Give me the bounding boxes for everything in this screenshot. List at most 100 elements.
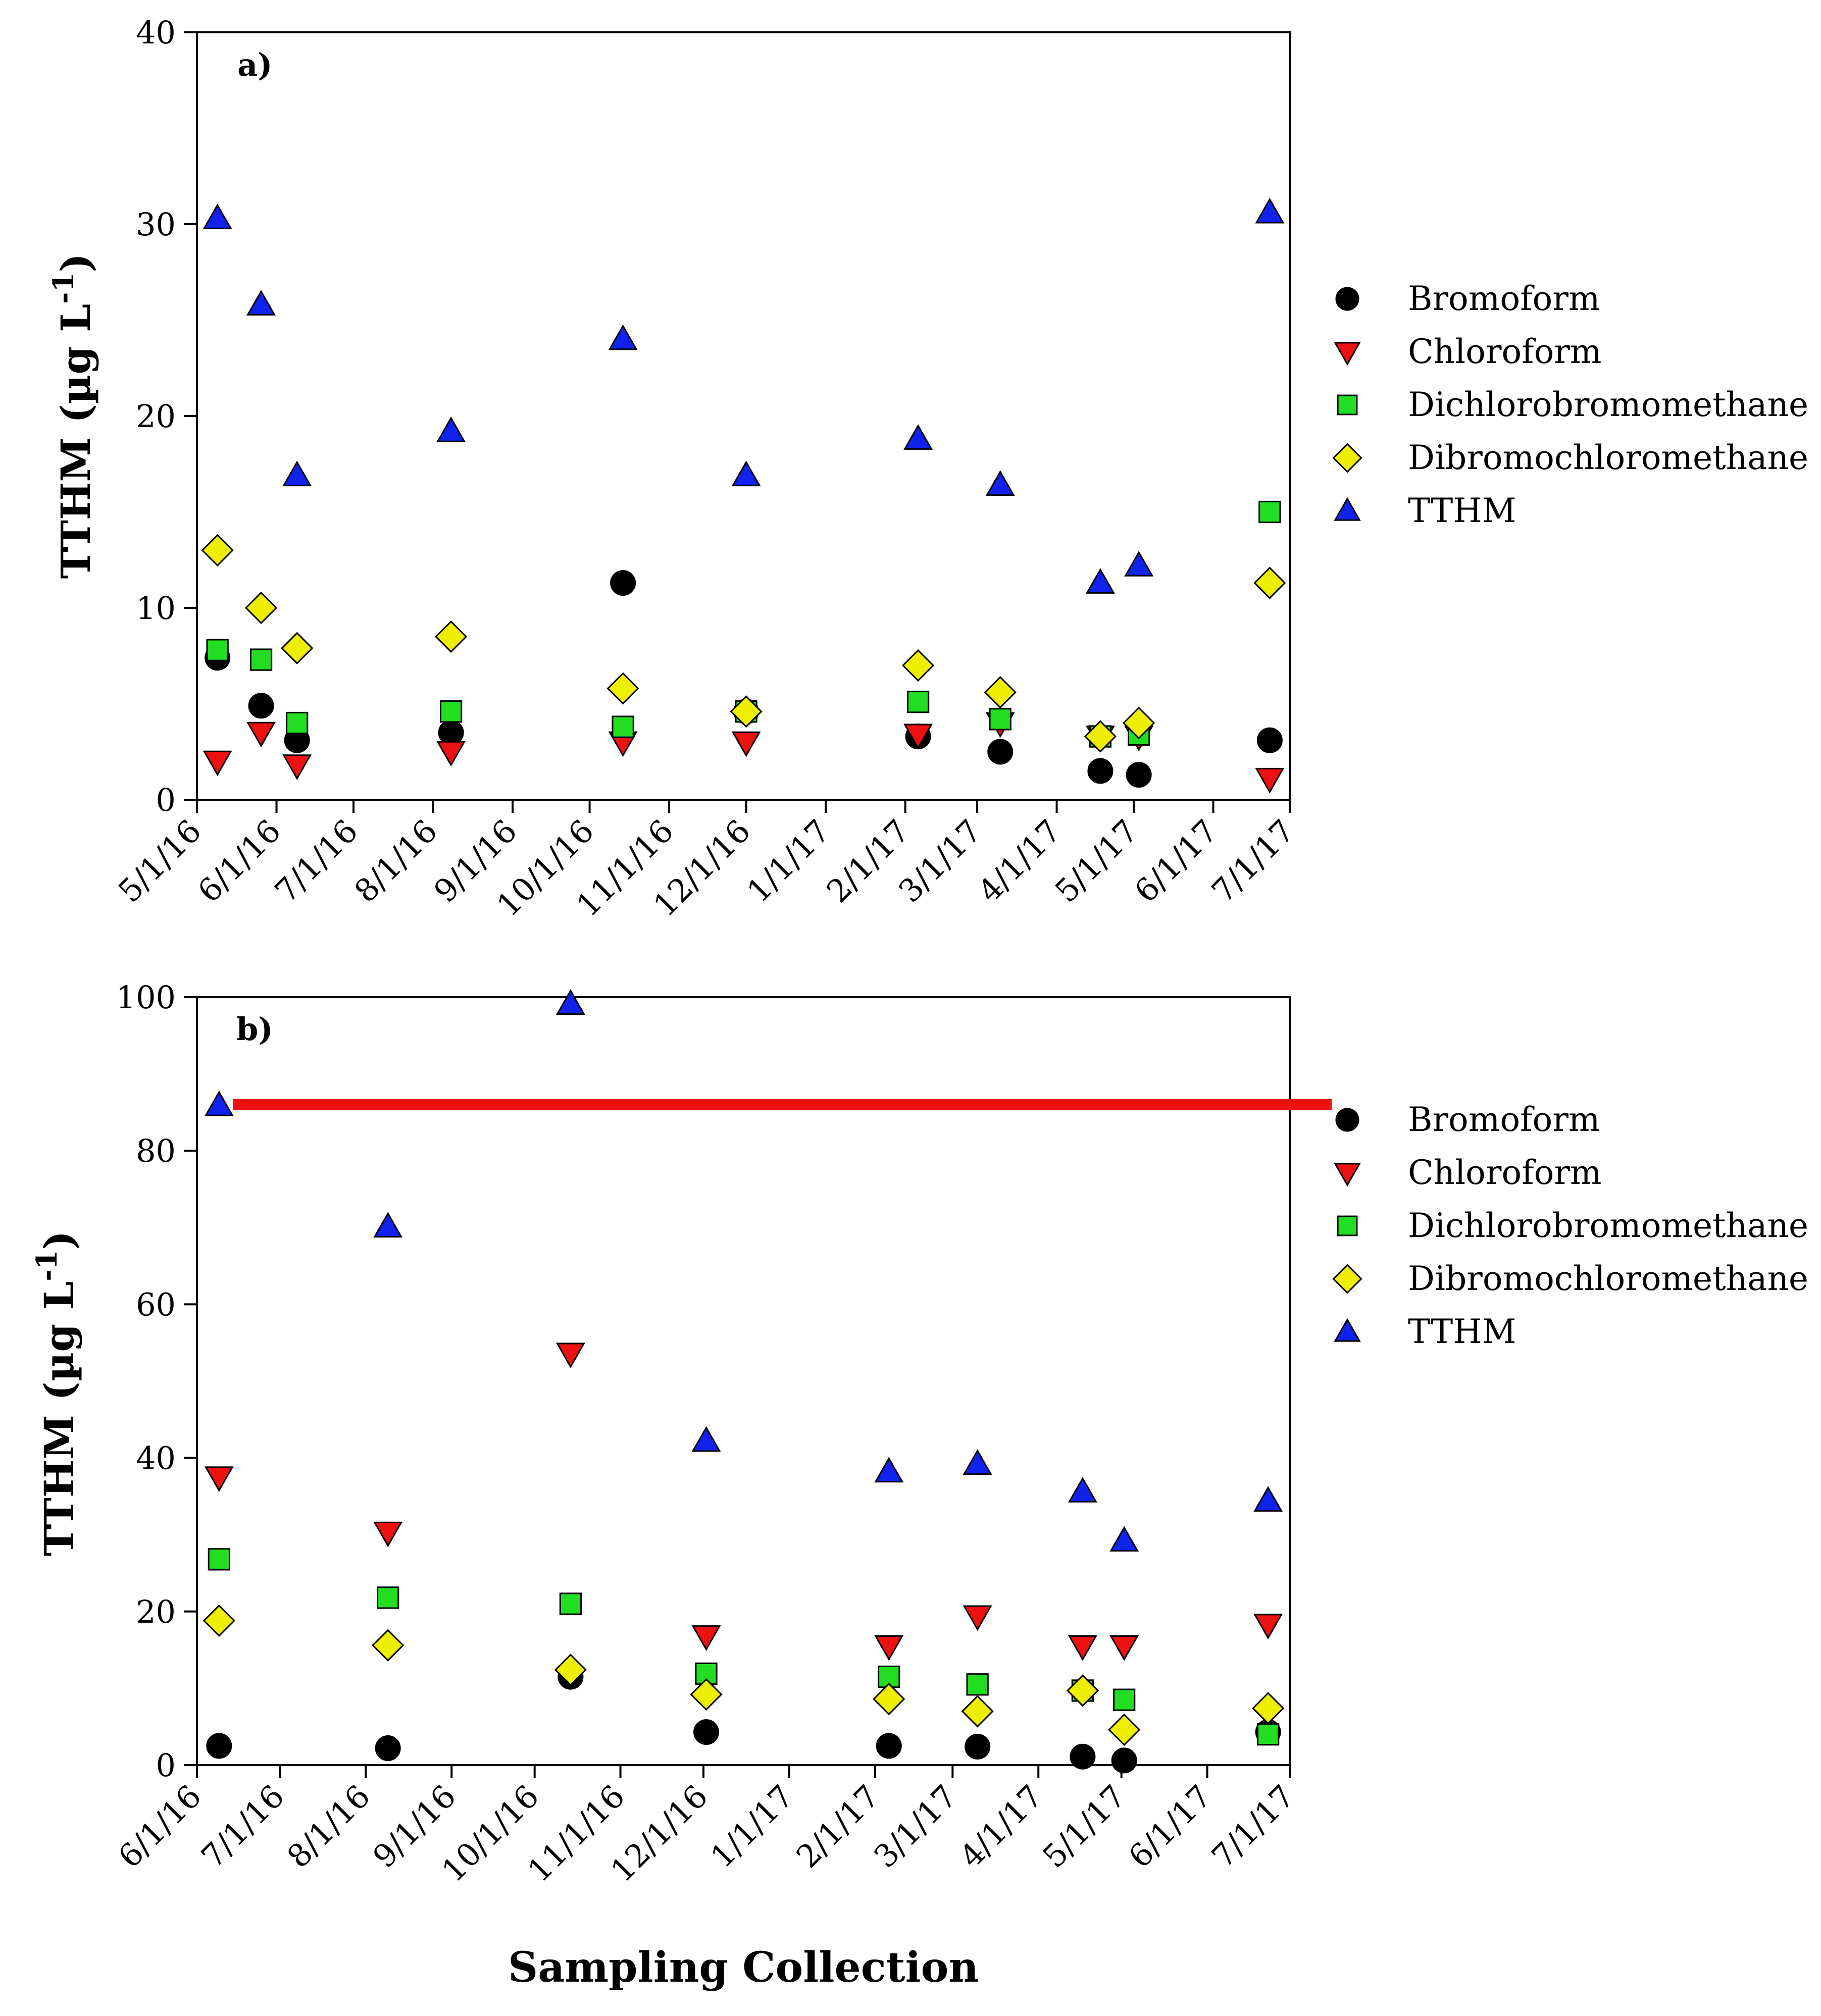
a-point-bromoform [987,739,1014,765]
a-point-tthm [985,470,1015,496]
b-point-tthm [373,1212,403,1238]
a-point-tthm [1085,568,1115,594]
a-series-dibromochloromethane [201,534,1286,753]
a-point-dibromochloromethane [435,620,468,653]
a-legend-marker-tthm [1334,497,1361,521]
a-point-chloroform [1255,767,1285,794]
b-point-dichlorobromomethane [208,1548,230,1571]
a-y-tick-label: 0 [156,782,176,818]
a-point-dibromochloromethane [984,676,1017,709]
b-legend-marker-dibromochloromethane [1332,1264,1362,1294]
a-y-tick-label: 10 [136,590,176,627]
b-point-tthm [691,1426,721,1452]
a-point-bromoform [248,693,274,719]
b-legend-label: Dibromochloromethane [1408,1259,1808,1298]
b-legend-label: TTHM [1408,1312,1516,1351]
a-point-dibromochloromethane [201,534,234,567]
panel-b-y-axis-title-main: TTHM (µg L [35,1281,83,1557]
a-point-chloroform [282,754,312,781]
a-point-tthm [731,460,761,487]
a-point-tthm [246,290,276,316]
b-point-tthm [204,1091,234,1116]
a-point-dibromochloromethane [1123,706,1155,740]
a-legend-label: Chloroform [1408,332,1601,371]
b-point-tthm [874,1457,904,1483]
b-y-tick-label: 100 [116,979,176,1016]
a-y-tick-label: 20 [136,398,176,435]
b-point-chloroform [1068,1635,1097,1661]
b-legend-marker-dichlorobromomethane [1337,1215,1358,1236]
b-y-tick-label: 60 [136,1286,176,1323]
b-point-dibromochloromethane [1108,1713,1141,1746]
a-point-tthm [1124,550,1154,577]
a-legend-label: Dibromochloromethane [1408,438,1808,477]
a-point-dichlorobromomethane [906,691,930,713]
b-point-dibromochloromethane [1066,1674,1099,1707]
b-series-dibromochloromethane [203,1604,1285,1746]
a-point-bromoform [1126,762,1152,788]
a-point-tthm [903,424,933,450]
b-point-chloroform [373,1521,403,1547]
panel-a-data-marks [201,197,1286,794]
a-point-tthm [282,460,312,487]
b-point-chloroform [1109,1635,1139,1661]
b-point-chloroform [1253,1614,1283,1640]
panel-a-y-axis-title: TTHM (µg L-1) [47,253,99,579]
a-point-dichlorobromomethane [1258,500,1281,524]
b-point-bromoform [206,1733,232,1759]
b-y-tick-label: 80 [136,1132,176,1169]
panel-a-y-axis: 0 10 20 30 40 [136,14,197,818]
a-legend-label: Dichlorobromomethane [1408,385,1808,424]
b-point-tthm [963,1449,992,1475]
a-point-dibromochloromethane [1253,566,1286,599]
b-point-dichlorobromomethane [1257,1723,1280,1746]
panel-b-data-marks [203,989,1285,1774]
b-point-tthm [1109,1526,1139,1552]
x-axis-title: Sampling Collection [508,1943,979,1992]
b-y-tick-label: 40 [136,1440,176,1477]
a-point-dichlorobromomethane [286,711,309,735]
a-point-chloroform [203,750,232,777]
a-point-chloroform [246,721,276,748]
b-point-dibromochloromethane [961,1695,994,1728]
a-point-dichlorobromomethane [989,708,1011,731]
b-legend-label: Dichlorobromomethane [1408,1206,1808,1245]
b-point-dibromochloromethane [554,1653,587,1686]
b-point-chloroform [204,1466,234,1492]
a-point-dibromochloromethane [281,632,314,664]
a-legend-marker-bromoform [1335,287,1359,311]
b-point-dichlorobromomethane [377,1586,399,1609]
a-point-tthm [1255,197,1285,224]
panel-a-y-axis-title-main: TTHM (µg L [52,304,99,579]
b-point-dibromochloromethane [372,1629,404,1662]
a-point-tthm [608,324,638,350]
b-series-tthm [204,989,1283,1552]
b-point-bromoform [1070,1743,1096,1770]
a-y-tick-label: 30 [136,206,176,243]
a-point-dichlorobromomethane [206,639,229,661]
a-point-tthm [203,203,232,229]
b-legend-label: Bromoform [1408,1100,1600,1139]
b-point-dichlorobromomethane [966,1673,989,1696]
b-point-bromoform [965,1733,991,1760]
panel-a-legend: Bromoform Chloroform Dichlorobromomethane D… [1332,279,1808,530]
panel-b-y-axis: 0 20 40 60 80 100 [116,979,197,1784]
b-point-dibromochloromethane [203,1604,235,1637]
b-point-bromoform [375,1735,401,1762]
b-legend-marker-bromoform [1335,1108,1359,1132]
b-point-dibromochloromethane [873,1683,905,1716]
b-point-chloroform [691,1625,721,1651]
b-legend-label: Chloroform [1408,1153,1601,1192]
b-point-dibromochloromethane [690,1678,723,1711]
a-point-dichlorobromomethane [439,700,463,723]
a-point-dibromochloromethane [730,695,763,728]
b-point-dichlorobromomethane [695,1662,718,1685]
panel-b-legend: Bromoform Chloroform Dichlorobromomethane D… [1332,1100,1808,1351]
a-legend-marker-dichlorobromomethane [1337,394,1358,416]
panel-b-y-axis-title-close: ) [35,1231,83,1250]
a-point-dibromochloromethane [1084,720,1117,753]
b-y-tick-label: 20 [136,1593,176,1630]
a-point-dibromochloromethane [901,649,935,682]
